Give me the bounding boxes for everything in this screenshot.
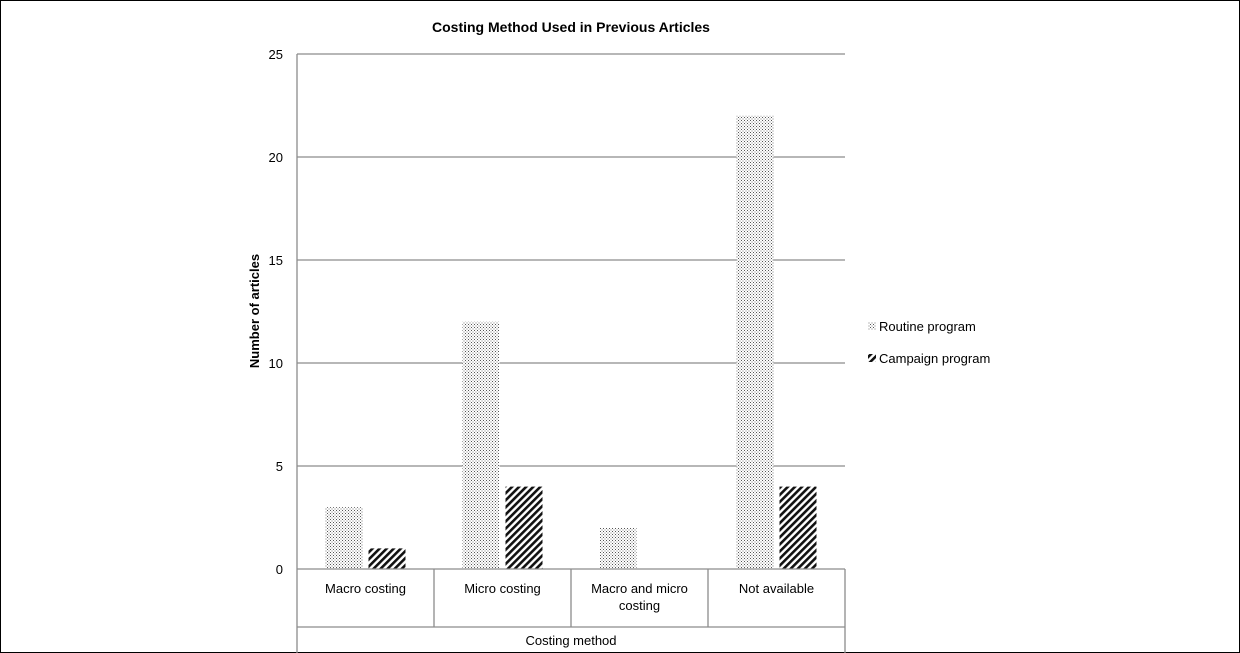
bar-campaign-program: [368, 548, 406, 569]
bar-routine-program: [599, 527, 637, 569]
legend-item: Campaign program: [868, 351, 990, 366]
chart-title: Costing Method Used in Previous Articles: [432, 19, 710, 35]
bars: [325, 115, 817, 570]
bar-routine-program: [462, 321, 500, 569]
labels: 0 5 10 15 20 25 Macro costing Micro costing Macr…: [247, 19, 814, 648]
x-tick-label: Not available: [739, 581, 814, 596]
y-tick-label: 10: [269, 356, 283, 371]
bar-campaign-program: [505, 486, 543, 569]
x-tick-label: Macro and micro costing: [591, 581, 688, 613]
legend-item: Routine program: [868, 319, 976, 334]
axes: [296, 54, 846, 653]
y-tick-label: 20: [269, 150, 283, 165]
x-tick-label: Macro costing: [325, 581, 406, 596]
x-tick-label: Micro costing: [464, 581, 541, 596]
legend-swatch: [868, 354, 876, 362]
bar-routine-program: [736, 115, 774, 570]
legend-label: Campaign program: [879, 351, 990, 366]
y-axis-title: Number of articles: [247, 254, 262, 368]
bar-campaign-program: [779, 486, 817, 569]
y-tick-label: 25: [269, 47, 283, 62]
y-tick-label: 0: [276, 562, 283, 577]
legend-label: Routine program: [879, 319, 976, 334]
y-tick-label: 15: [269, 253, 283, 268]
y-tick-label: 5: [276, 459, 283, 474]
legend-swatch: [868, 322, 876, 330]
bar-routine-program: [325, 507, 363, 569]
x-axis-title: Costing method: [525, 633, 616, 648]
legend: Routine program Campaign program: [868, 319, 990, 366]
